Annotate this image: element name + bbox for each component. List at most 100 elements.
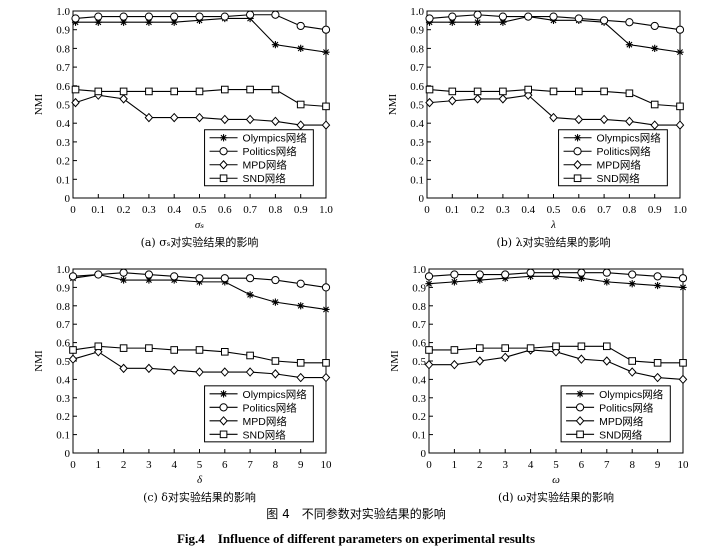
legend-label: Olympics网络 [599,388,664,401]
data-point [144,12,153,21]
data-point [549,87,558,96]
series-square [425,342,687,367]
legend-label: Politics网络 [243,145,298,158]
data-point [679,359,687,367]
y-tick-label: 0.8 [412,301,426,313]
x-tick-label: 0.2 [117,204,131,216]
data-point [145,87,153,96]
x-tick-label: 0 [424,204,430,216]
data-point [271,357,280,365]
data-point [524,85,533,94]
data-point [448,96,457,106]
data-point [71,97,80,108]
x-tick-label: 1.0 [673,204,687,216]
data-point [297,44,305,52]
x-tick-label: 0.4 [521,204,535,216]
data-point [651,44,659,52]
data-point [321,25,331,34]
data-point [501,270,510,279]
data-point [526,268,535,277]
data-point [170,12,179,21]
legend-marker [575,416,585,426]
data-point [94,270,103,279]
data-point [448,12,457,21]
y-axis-label: NMI [33,93,45,115]
y-tick-label: 0 [65,193,71,205]
data-point [271,116,280,127]
legend-marker [219,416,228,426]
data-point [653,272,662,281]
data-point [271,41,279,49]
y-tick-label: 0 [421,448,427,460]
data-point [526,344,535,352]
data-point [271,10,280,19]
legend-label: MPD网络 [243,159,288,172]
legend-marker [573,147,582,156]
y-tick-label: 0.4 [56,374,70,386]
x-tick-label: 0.1 [91,204,105,216]
series-diamond [424,345,688,385]
legend-marker [575,403,585,412]
data-point [145,18,153,26]
data-point [653,372,662,383]
data-point [473,87,482,96]
data-point [625,41,633,49]
y-tick-label: 0.8 [56,43,70,55]
y-tick-label: 0.9 [56,282,70,294]
data-point [271,369,280,379]
y-tick-label: 0.7 [412,319,426,331]
data-point [450,346,459,354]
y-tick-label: 0.6 [56,338,70,350]
x-axis-label: δ [197,474,203,486]
data-point [549,112,558,123]
legend-label: SND网络 [243,172,287,185]
data-point [195,112,204,123]
y-tick-label: 0.6 [56,81,70,93]
y-tick-label: 0.5 [56,100,70,112]
data-point [296,21,305,31]
data-point [119,344,128,352]
data-point [653,359,662,367]
x-tick-label: 0.7 [243,204,257,216]
x-tick-label: 4 [171,459,177,471]
data-point [144,112,154,123]
x-tick-label: 5 [553,459,559,471]
x-tick-label: 10 [321,459,333,471]
chart-panel-a: 0 0.1 0.2 0.3 0.4 0.5 0.6 0.7 0.8 0.9 1.0 0 0.1 0.2 0.… [33,6,333,249]
data-point [424,272,434,281]
data-point [144,363,154,374]
x-tick-label: 6 [222,459,228,471]
data-point [625,18,634,27]
data-point [476,276,484,284]
data-point [450,359,459,370]
x-tick-label: 10 [678,459,690,471]
x-tick-label: 0 [70,459,76,471]
x-tick-label: 0.5 [547,204,561,216]
legend-label: Politics网络 [599,401,654,414]
x-tick-label: 1 [452,459,458,471]
x-tick-label: 3 [502,459,508,471]
data-point [119,363,128,374]
data-point [94,342,103,351]
data-point [628,280,636,288]
x-tick-label: 0.2 [471,204,485,216]
data-point [577,342,586,351]
data-point [551,268,561,277]
series-line [75,17,327,53]
data-point [498,94,508,104]
data-point [321,283,331,292]
panel-caption: (d) ω对实验结果的影响 [498,490,614,504]
data-point [221,85,229,94]
data-point [599,114,609,125]
y-axis-label: NMI [387,93,399,115]
data-point [499,87,507,96]
y-tick-label: 0.3 [410,137,424,149]
data-point [425,346,433,354]
x-tick-label: 9 [298,459,304,471]
data-point [220,274,229,283]
data-point [625,116,634,127]
legend-label: Olympics网络 [597,132,662,145]
data-point [475,270,484,279]
